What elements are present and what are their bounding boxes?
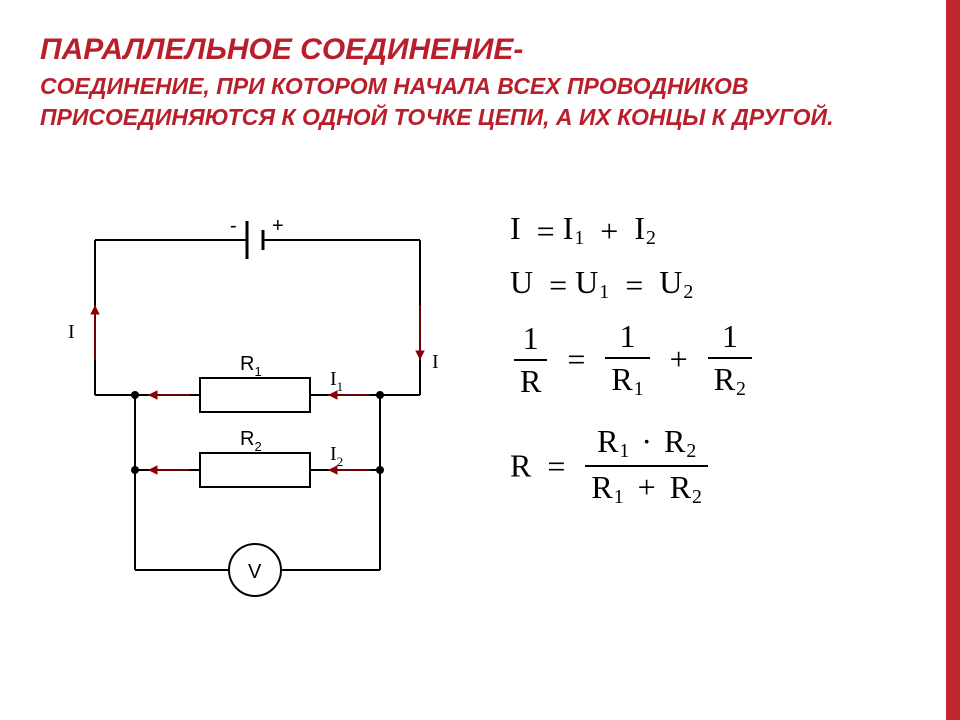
battery-minus-label: - <box>230 215 237 237</box>
circuit-diagram: - + I I R1 R2 I1 I2 V <box>40 210 460 640</box>
accent-bar <box>946 0 960 720</box>
slide-title: ПАРАЛЛЕЛЬНОЕ СОЕДИНЕНИЕ- СОЕДИНЕНИЕ, ПРИ… <box>40 30 900 133</box>
voltmeter-label: V <box>248 561 262 583</box>
battery-plus-label: + <box>272 215 284 237</box>
equation-resistance-inverse: 1R = 1R1 + 1R2 <box>510 318 910 401</box>
current-2-label: I2 <box>330 443 343 469</box>
equation-current: I =I1 + I2 <box>510 210 910 250</box>
current-right-label: I <box>432 351 439 373</box>
title-main: ПАРАЛЛЕЛЬНОЕ СОЕДИНЕНИЕ- <box>40 33 523 66</box>
formula-block: I =I1 + I2 U =U1 = U2 1R = 1R1 + 1R2 R =… <box>510 210 910 523</box>
equation-resistance-product: R = R1 · R2 R1 + R2 <box>510 423 910 509</box>
current-left-label: I <box>68 321 75 343</box>
current-1-label: I1 <box>330 368 343 394</box>
resistor-1-label: R1 <box>240 353 262 379</box>
equation-voltage: U =U1 = U2 <box>510 264 910 304</box>
resistor-2-label: R2 <box>240 428 262 454</box>
title-sub: СОЕДИНЕНИЕ, ПРИ КОТОРОМ НАЧАЛА ВСЕХ ПРОВ… <box>40 73 834 130</box>
